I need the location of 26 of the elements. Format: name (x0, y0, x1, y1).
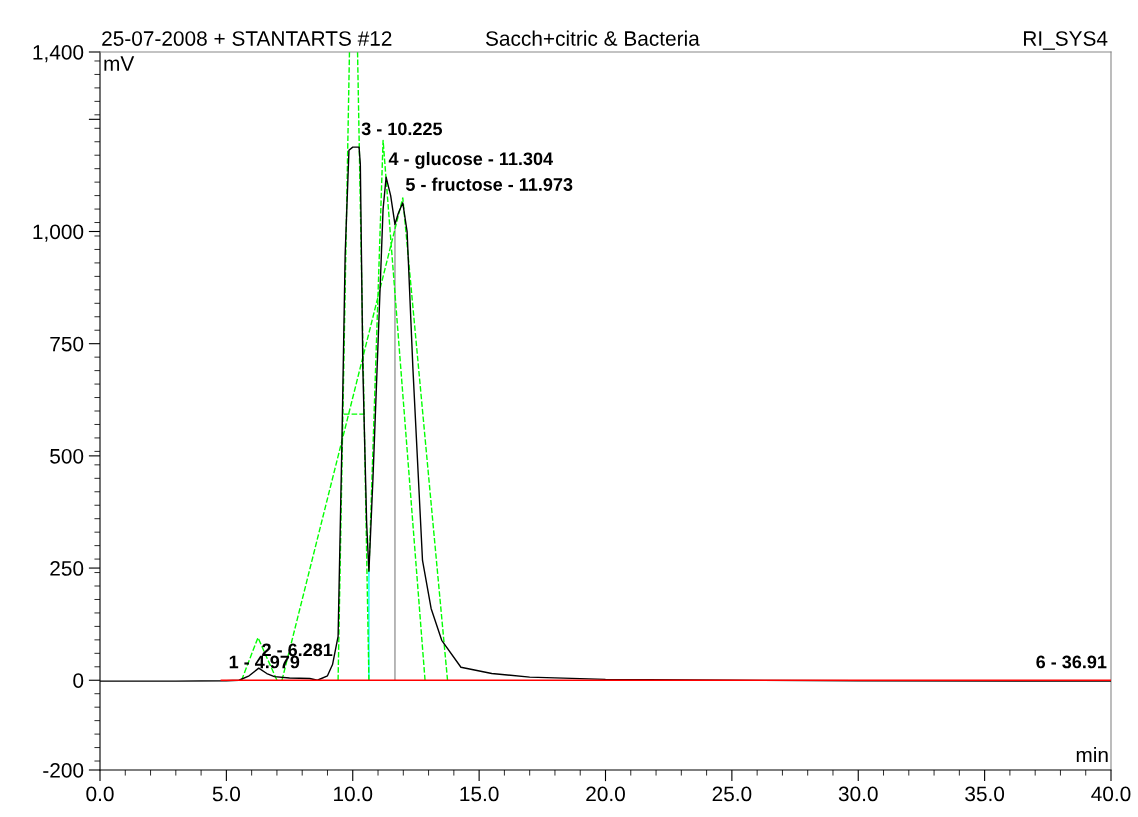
x-tick-label: 10.0 (334, 786, 373, 802)
x-tick-label: 20.0 (586, 786, 625, 802)
chart-title: 25-07-2008 + STANTARTS #12 (102, 31, 392, 46)
annotation: 3 - 10.225 (361, 122, 443, 136)
y-tick-label: 750 (50, 336, 84, 352)
annotation: 5 - fructose - 11.973 (405, 177, 573, 191)
annotation: 1 - 4.979 (229, 655, 300, 669)
x-tick-label: 35.0 (965, 786, 1005, 802)
x-axis-title: min (1076, 746, 1108, 763)
x-tick-label: 30.0 (838, 786, 878, 802)
y-tick-label: 1,000 (33, 224, 84, 242)
x-tick-label: 15.0 (460, 786, 499, 802)
x-tick-label: 5.0 (212, 786, 241, 802)
text: RI_SYS4 (1024, 31, 1108, 50)
y-tick-label: 500 (50, 448, 84, 464)
x-tick-label: 0.0 (86, 786, 114, 802)
y-tick-label: 250 (50, 561, 84, 576)
y-axis-title: mV (104, 56, 135, 71)
y-tick-label: 1,400 (33, 45, 84, 63)
annotation: 4 - glucose - 11.304 (388, 151, 553, 169)
y-tick-label: -200 (43, 763, 84, 778)
x-tick-label: 40.0 (1091, 786, 1131, 802)
annotation: 6 - 36.91 (1036, 655, 1107, 669)
chart-subtitle: Sacch+citric & Bacteria (485, 30, 700, 46)
y-tick-label: 0 (73, 673, 84, 688)
x-tick-label: 25.0 (712, 786, 752, 802)
